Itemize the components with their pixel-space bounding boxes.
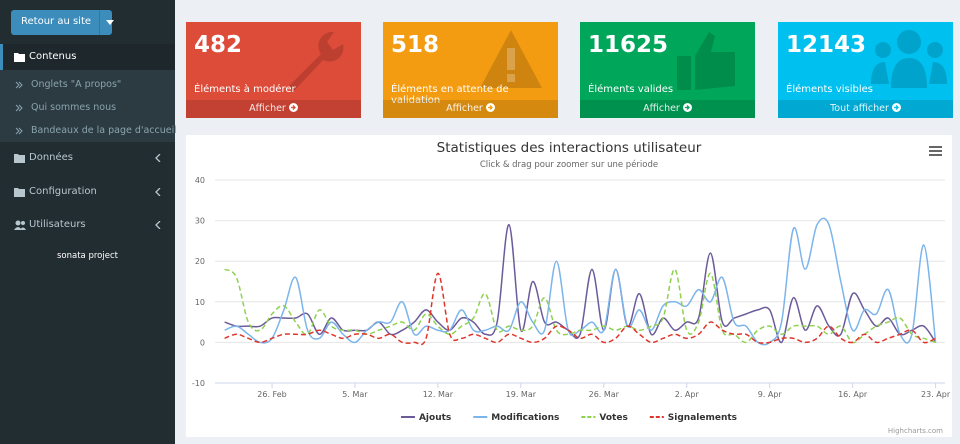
box-link-label: Afficher — [643, 103, 680, 114]
box-icon — [871, 30, 947, 88]
y-tick-label: -10 — [192, 379, 205, 388]
submenu-label: Qui sommes nous — [31, 102, 117, 113]
menu-label: Utilisateurs — [29, 219, 86, 230]
credits: Highcharts.com — [888, 427, 943, 435]
chevron — [155, 188, 161, 196]
arrow-icon — [682, 103, 692, 112]
box-link[interactable]: Tout afficher — [778, 100, 953, 118]
series-line — [224, 272, 936, 346]
submenu: Onglets "A propos" Qui sommes nous Bandeau… — [0, 70, 177, 142]
divider — [99, 10, 100, 35]
menu-item[interactable]: Utilisateurs — [0, 212, 175, 238]
y-tick-label: 10 — [195, 298, 205, 307]
info-box: 11625 Éléments valides Afficher — [580, 22, 755, 118]
chart-title: Statistiques des interactions utilisateu… — [437, 140, 702, 156]
y-tick-label: 0 — [200, 338, 205, 347]
box-label: Éléments à modérer — [194, 84, 296, 95]
arrow-icon — [288, 103, 298, 112]
box-label: Éléments valides — [588, 84, 674, 95]
x-tick-label: 2. Apr — [675, 390, 700, 399]
info-box: 518 Éléments en attente de validation Affi… — [383, 22, 558, 118]
box-link-label: Afficher — [446, 103, 483, 114]
box-label: Éléments visibles — [786, 84, 873, 95]
chevron — [155, 154, 161, 162]
icon — [14, 53, 25, 62]
submenu-item[interactable]: Bandeaux de la page d'accueil — [0, 124, 177, 140]
box-number: 11625 — [588, 32, 669, 58]
submenu-item[interactable]: Qui sommes nous — [0, 101, 175, 117]
menu-label: Contenus — [29, 51, 77, 62]
y-tick-label: 40 — [195, 176, 205, 185]
box-icon — [677, 32, 735, 90]
series-line — [224, 268, 936, 344]
x-tick-label: 19. Mar — [506, 390, 537, 399]
menu-label: Données — [29, 152, 74, 163]
chart: Statistiques des interactions utilisateu… — [186, 135, 952, 437]
menu-icon[interactable] — [929, 146, 942, 156]
box-link[interactable]: Afficher — [580, 100, 755, 118]
icon — [14, 220, 26, 230]
icon — [14, 188, 25, 197]
box-link[interactable]: Afficher — [186, 100, 361, 118]
box-icon — [289, 31, 344, 92]
submenu-label: Onglets "A propos" — [31, 79, 122, 90]
box-number: 518 — [391, 32, 440, 58]
x-tick-label: 23. Apr — [921, 390, 951, 399]
x-tick-label: 5. Mar — [342, 390, 368, 399]
menu-item[interactable]: Contenus — [0, 44, 175, 70]
arrow-icon — [485, 103, 495, 112]
info-box: 12143 Éléments visibles Tout afficher — [778, 22, 953, 118]
submenu-label: Bandeaux de la page d'accueil — [31, 125, 177, 136]
chart-subtitle: Click & drag pour zoomer sur une période — [480, 159, 658, 170]
box-number: 12143 — [786, 32, 867, 58]
x-tick-label: 26. Mar — [589, 390, 620, 399]
sidebar-footer: sonata project — [57, 251, 118, 261]
box-link-label: Afficher — [249, 103, 286, 114]
box-icon — [480, 30, 542, 88]
y-tick-label: 30 — [195, 217, 205, 226]
box-number: 482 — [194, 32, 243, 58]
menu-label: Configuration — [29, 186, 97, 197]
submenu-item[interactable]: Onglets "A propos" — [0, 78, 175, 94]
bullet — [15, 81, 23, 89]
back-button[interactable]: Retour au site — [11, 10, 114, 35]
box-link[interactable]: Afficher — [383, 100, 558, 118]
chevron — [155, 221, 161, 229]
info-box: 482 Éléments à modérer Afficher — [186, 22, 361, 118]
legend: Ajouts Modifications Votes Signalements — [400, 413, 737, 423]
sidebar: Retour au site Contenus Onglets "A propos… — [0, 0, 177, 444]
y-tick-label: 20 — [195, 257, 205, 266]
bullet — [15, 104, 23, 112]
caret — [106, 20, 114, 25]
x-tick-label: 26. Feb — [257, 390, 286, 399]
legend-label: Ajouts — [419, 413, 451, 423]
bullet — [15, 127, 23, 135]
x-tick-label: 16. Apr — [838, 390, 868, 399]
icon — [14, 154, 25, 163]
button-label: Retour au site — [21, 16, 92, 27]
arrow-icon — [891, 103, 901, 112]
series-line — [224, 217, 937, 346]
x-tick-label: 12. Mar — [423, 390, 454, 399]
series-line — [224, 223, 937, 344]
x-tick-label: 9. Apr — [758, 390, 783, 399]
menu-item[interactable]: Configuration — [0, 179, 175, 205]
legend-label: Modifications — [491, 413, 559, 423]
menu-item[interactable]: Données — [0, 145, 175, 171]
box-link-label: Tout afficher — [830, 103, 889, 114]
box-label: Éléments en attente de validation — [391, 84, 509, 106]
legend-label: Signalements — [668, 413, 737, 423]
legend-label: Votes — [599, 413, 627, 423]
